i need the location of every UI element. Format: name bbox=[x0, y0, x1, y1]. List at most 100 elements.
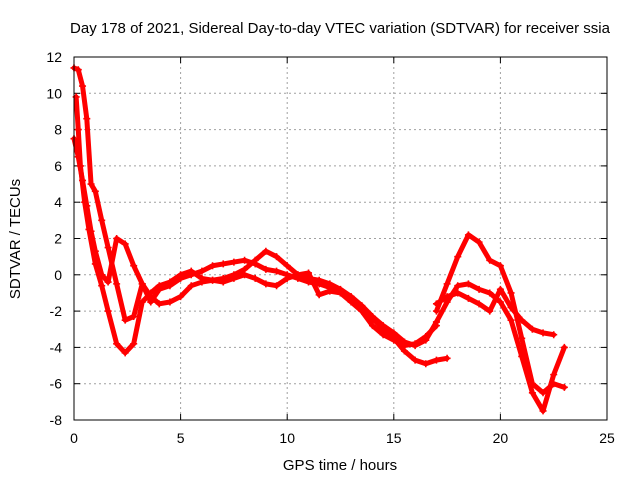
y-tick-label: 8 bbox=[54, 122, 62, 138]
data-point bbox=[475, 238, 483, 246]
data-point bbox=[432, 300, 440, 308]
data-point bbox=[496, 285, 504, 293]
data-point bbox=[130, 262, 138, 270]
data-point bbox=[486, 256, 494, 264]
data-point bbox=[104, 307, 112, 315]
data-point bbox=[475, 300, 483, 308]
data-point bbox=[219, 278, 227, 286]
data-point bbox=[113, 235, 121, 242]
data-point bbox=[209, 276, 217, 284]
data-point bbox=[198, 267, 206, 275]
y-tick-label: -4 bbox=[50, 339, 63, 355]
data-point bbox=[539, 329, 547, 337]
data-point bbox=[507, 316, 515, 324]
data-point bbox=[518, 316, 526, 324]
x-tick-label: 0 bbox=[70, 430, 78, 446]
y-tick-label: 6 bbox=[54, 158, 62, 174]
y-tick-label: -6 bbox=[50, 376, 63, 392]
data-point bbox=[454, 253, 462, 261]
series-band bbox=[71, 65, 450, 367]
data-point bbox=[347, 298, 355, 306]
data-point bbox=[432, 318, 440, 326]
series-1 bbox=[70, 64, 451, 368]
x-axis-label: GPS time / hours bbox=[283, 457, 397, 474]
data-point bbox=[518, 334, 526, 342]
data-point bbox=[241, 271, 249, 279]
data-point bbox=[91, 187, 99, 195]
series-band bbox=[433, 286, 557, 338]
data-point bbox=[560, 383, 568, 391]
plot-area bbox=[70, 64, 568, 415]
y-tick-label: 10 bbox=[46, 85, 62, 101]
data-point bbox=[390, 336, 398, 344]
y-axis-label: SDTVAR / TECUs bbox=[7, 179, 24, 299]
data-point bbox=[422, 360, 430, 368]
data-point bbox=[454, 289, 462, 297]
data-point bbox=[464, 280, 472, 288]
x-tick-label: 10 bbox=[279, 430, 295, 446]
data-point bbox=[443, 354, 451, 362]
data-point bbox=[337, 289, 344, 297]
data-point bbox=[486, 289, 494, 297]
data-point bbox=[98, 216, 106, 224]
data-point bbox=[262, 247, 270, 255]
data-point bbox=[83, 115, 91, 123]
data-point bbox=[443, 293, 451, 301]
data-point bbox=[368, 313, 376, 321]
data-point bbox=[400, 342, 408, 350]
data-point bbox=[464, 231, 472, 239]
data-point bbox=[422, 333, 430, 341]
data-point bbox=[454, 282, 462, 290]
data-point bbox=[273, 282, 281, 290]
data-point bbox=[475, 285, 483, 293]
data-point bbox=[358, 307, 366, 315]
data-point bbox=[550, 371, 558, 379]
data-point bbox=[74, 126, 82, 134]
data-point bbox=[496, 262, 504, 270]
x-tick-label: 25 bbox=[599, 430, 615, 446]
data-point bbox=[368, 322, 376, 330]
x-tick-label: 15 bbox=[386, 430, 402, 446]
data-point bbox=[219, 260, 227, 268]
data-point bbox=[113, 340, 121, 348]
grid bbox=[74, 57, 607, 420]
data-point bbox=[528, 389, 536, 397]
data-point bbox=[177, 293, 185, 301]
y-tick-label: -2 bbox=[50, 303, 63, 319]
data-point bbox=[305, 269, 313, 277]
data-point bbox=[166, 278, 174, 286]
data-point bbox=[326, 287, 334, 295]
series-5 bbox=[432, 280, 568, 415]
data-point bbox=[518, 352, 526, 360]
data-point bbox=[130, 313, 138, 321]
y-axis-ticks: -8 -6 -4 -2 0 2 4 6 8 10 12 bbox=[46, 49, 607, 428]
data-point bbox=[443, 280, 451, 288]
data-point bbox=[379, 331, 387, 339]
data-point bbox=[486, 307, 494, 315]
data-point bbox=[79, 82, 87, 90]
data-point bbox=[113, 280, 121, 288]
data-point bbox=[130, 340, 138, 348]
data-point bbox=[91, 260, 99, 268]
data-point bbox=[432, 356, 440, 364]
data-point bbox=[121, 349, 129, 357]
x-tick-label: 20 bbox=[493, 430, 509, 446]
data-point bbox=[539, 407, 547, 415]
data-point bbox=[155, 282, 163, 290]
data-point bbox=[432, 307, 440, 315]
series-4 bbox=[432, 231, 568, 397]
data-point bbox=[85, 225, 93, 233]
data-point bbox=[379, 322, 387, 330]
data-point bbox=[138, 298, 146, 306]
data-point bbox=[187, 282, 195, 290]
series-3 bbox=[72, 93, 440, 357]
y-tick-label: 12 bbox=[46, 49, 62, 65]
data-point bbox=[74, 66, 82, 74]
data-point bbox=[496, 298, 504, 306]
data-point bbox=[283, 274, 291, 282]
data-point bbox=[198, 274, 206, 282]
data-point bbox=[187, 267, 195, 275]
data-point bbox=[138, 280, 146, 288]
data-point bbox=[251, 274, 259, 282]
